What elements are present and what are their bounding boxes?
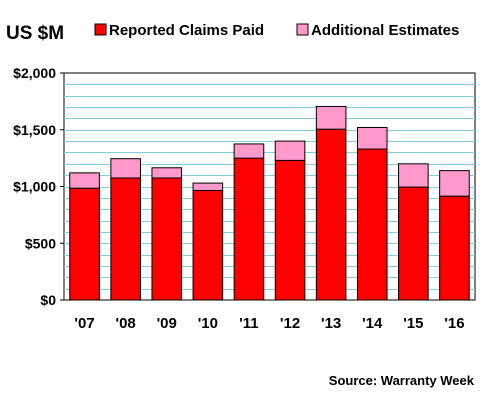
y-axis-ticks: $0 $500 $1,000 $1,500 $2,000	[13, 65, 64, 308]
y-tick-label: $2,000	[13, 65, 56, 81]
bar-reported-claims	[192, 189, 224, 301]
bar-additional-estimates	[69, 172, 100, 189]
legend-label-reported: Reported Claims Paid	[109, 22, 264, 39]
x-tick-label: '10	[198, 315, 218, 332]
legend-swatch-reported	[94, 23, 107, 36]
x-tick-label: '15	[403, 315, 423, 332]
bar-additional-estimates	[274, 140, 306, 161]
unit-label: US $M	[6, 23, 64, 44]
legend-swatch-additional	[296, 23, 309, 36]
x-tick-label: '16	[444, 315, 464, 332]
x-tick-label: '14	[362, 315, 383, 332]
bar-additional-estimates	[398, 163, 429, 188]
bar-reported-claims	[439, 195, 470, 301]
source-note: Source: Warranty Week	[329, 373, 475, 388]
bar-additional-estimates	[439, 170, 470, 197]
bar-additional-estimates	[315, 105, 347, 130]
bar-reported-claims	[69, 187, 100, 301]
bar-reported-claims	[274, 159, 306, 301]
bar-additional-estimates	[151, 167, 183, 179]
y-tick-label: $1,500	[13, 122, 56, 138]
bar-reported-claims	[233, 157, 265, 301]
y-tick-label: $500	[25, 235, 56, 251]
y-tick-label: $1,000	[13, 179, 56, 195]
bar-additional-estimates	[356, 126, 388, 150]
bars	[69, 105, 470, 301]
x-axis-ticks: '07 '08 '09 '10 '11 '12 '13 '14 '15 '16	[74, 315, 464, 332]
x-tick-label: '11	[239, 315, 258, 332]
bar-reported-claims	[315, 128, 347, 301]
bar-reported-claims	[356, 148, 388, 301]
x-tick-label: '12	[280, 315, 300, 332]
bar-reported-claims	[110, 177, 141, 301]
y-tick-label: $0	[40, 292, 56, 308]
x-tick-label: '08	[116, 315, 136, 332]
legend: Reported Claims Paid Additional Estimate…	[94, 22, 459, 39]
x-tick-label: '09	[157, 315, 177, 332]
x-tick-label: '13	[321, 315, 341, 332]
bar-reported-claims	[151, 177, 183, 301]
x-tick-label: '07	[74, 315, 94, 332]
bar-reported-claims	[398, 186, 429, 301]
legend-label-additional: Additional Estimates	[311, 22, 459, 39]
bar-additional-estimates	[233, 143, 265, 159]
bar-additional-estimates	[110, 158, 141, 179]
bar-additional-estimates	[192, 182, 224, 191]
